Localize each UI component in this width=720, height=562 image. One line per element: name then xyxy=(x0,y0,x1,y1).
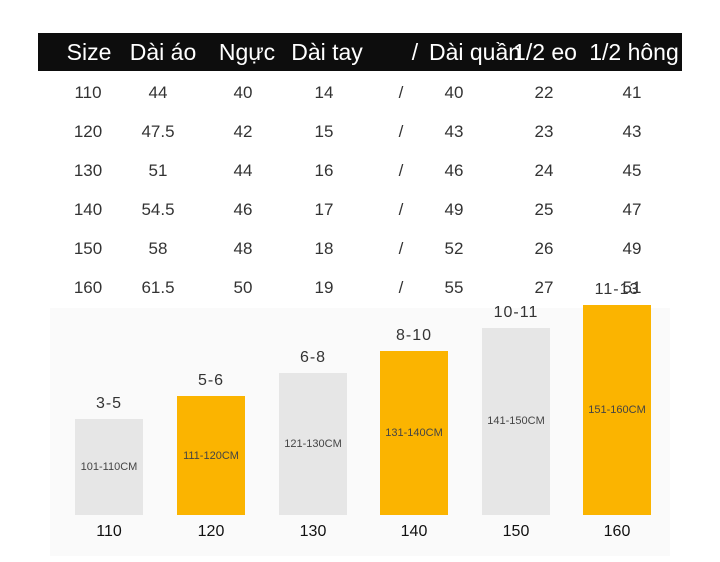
table-cell: 61.5 xyxy=(141,278,175,297)
table-row: 150 58 48 18 / 52 26 49 xyxy=(0,234,720,264)
table-cell: / xyxy=(398,239,404,258)
table-cell: 40 xyxy=(444,83,464,102)
table-cell: 51 xyxy=(148,161,168,180)
bar-height-range-label: 151-160CM xyxy=(588,404,646,416)
age-label: 5-6 xyxy=(197,372,225,390)
table-cell: / xyxy=(398,83,404,102)
table-cell: 45 xyxy=(622,161,642,180)
chart-bar: 111-120CM xyxy=(177,396,245,515)
table-cell: 26 xyxy=(534,239,554,258)
table-cell: 50 xyxy=(233,278,253,297)
table-cell: 44 xyxy=(148,83,168,102)
table-cell: 48 xyxy=(233,239,253,258)
table-row: 160 61.5 50 19 / 55 27 51 xyxy=(0,273,720,303)
table-cell: 160 xyxy=(73,278,103,297)
table-cell: 17 xyxy=(314,200,334,219)
size-tick-label: 140 xyxy=(400,523,428,540)
table-cell: 18 xyxy=(314,239,334,258)
table-row: 130 51 44 16 / 46 24 45 xyxy=(0,156,720,186)
table-cell: 150 xyxy=(73,239,103,258)
table-cell: 23 xyxy=(534,122,554,141)
table-row: 120 47.5 42 15 / 43 23 43 xyxy=(0,117,720,147)
header-7: 1/2 hông xyxy=(589,39,679,65)
table-cell: / xyxy=(398,278,404,297)
table-cell: 40 xyxy=(233,83,253,102)
table-cell: / xyxy=(398,122,404,141)
table-cell: 130 xyxy=(73,161,103,180)
table-cell: 27 xyxy=(534,278,554,297)
header-3: Dài tay xyxy=(291,39,363,65)
table-cell: / xyxy=(398,161,404,180)
table-cell: 110 xyxy=(74,83,102,102)
table-cell: 51 xyxy=(622,278,642,297)
table-cell: 16 xyxy=(314,161,334,180)
bar-height-range-label: 101-110CM xyxy=(80,461,138,473)
size-tick-label: 130 xyxy=(299,523,327,540)
table-cell: 43 xyxy=(444,122,464,141)
size-tick-label: 160 xyxy=(603,523,631,540)
bar-height-range-label: 111-120CM xyxy=(183,449,239,462)
age-label: 8-10 xyxy=(395,326,433,344)
header-1: Dài áo xyxy=(129,39,197,65)
size-tick-label: 110 xyxy=(96,523,122,540)
header-2: Ngực xyxy=(218,39,276,65)
header-6: 1/2 eo xyxy=(513,39,577,65)
size-tick-label: 120 xyxy=(197,523,225,540)
table-cell: 52 xyxy=(444,239,464,258)
table-row: 110 44 40 14 / 40 22 41 xyxy=(0,78,720,108)
table-cell: 24 xyxy=(534,161,554,180)
age-label: 6-8 xyxy=(299,349,327,367)
table-cell: 15 xyxy=(314,122,334,141)
table-cell: 44 xyxy=(233,161,253,180)
table-cell: / xyxy=(398,200,404,219)
bar-height-range-label: 121-130CM xyxy=(284,438,342,451)
header-5: Dài quần xyxy=(428,39,522,65)
table-cell: 47 xyxy=(622,200,642,219)
table-row: 140 54.5 46 17 / 49 25 47 xyxy=(0,195,720,225)
table-cell: 120 xyxy=(73,122,103,141)
table-cell: 25 xyxy=(534,200,554,219)
bar-height-range-label: 141-150CM xyxy=(487,415,545,428)
chart-bar: 131-140CM xyxy=(380,350,448,515)
table-cell: 55 xyxy=(444,278,464,297)
table-cell: 22 xyxy=(534,83,554,102)
chart-bar: 121-130CM xyxy=(279,373,347,515)
table-cell: 47.5 xyxy=(141,122,175,141)
table-cell: 46 xyxy=(444,161,464,180)
size-tick-label: 150 xyxy=(502,523,530,540)
table-cell: 42 xyxy=(233,122,253,141)
table-cell: 19 xyxy=(314,278,334,297)
chart-bar: 141-150CM xyxy=(482,327,550,515)
chart-bar: 101-110CM xyxy=(75,419,143,515)
table-cell: 46 xyxy=(233,200,253,219)
header-4: / xyxy=(411,39,419,65)
age-label: 3-5 xyxy=(95,395,123,412)
table-header-bar xyxy=(38,33,682,71)
age-label: 10-11 xyxy=(493,303,539,321)
chart-background xyxy=(50,308,670,556)
bar-height-range-label: 131-140CM xyxy=(385,426,443,439)
header-0: Size xyxy=(66,39,112,65)
table-cell: 43 xyxy=(622,122,642,141)
table-cell: 140 xyxy=(73,200,103,219)
table-cell: 49 xyxy=(444,200,464,219)
chart-bar: 151-160CM xyxy=(583,305,651,515)
table-cell: 58 xyxy=(148,239,168,258)
table-cell: 14 xyxy=(314,83,334,102)
table-cell: 41 xyxy=(622,83,642,102)
age-label: 11-13 xyxy=(594,281,640,298)
table-cell: 49 xyxy=(622,239,642,258)
table-cell: 54.5 xyxy=(141,200,175,219)
